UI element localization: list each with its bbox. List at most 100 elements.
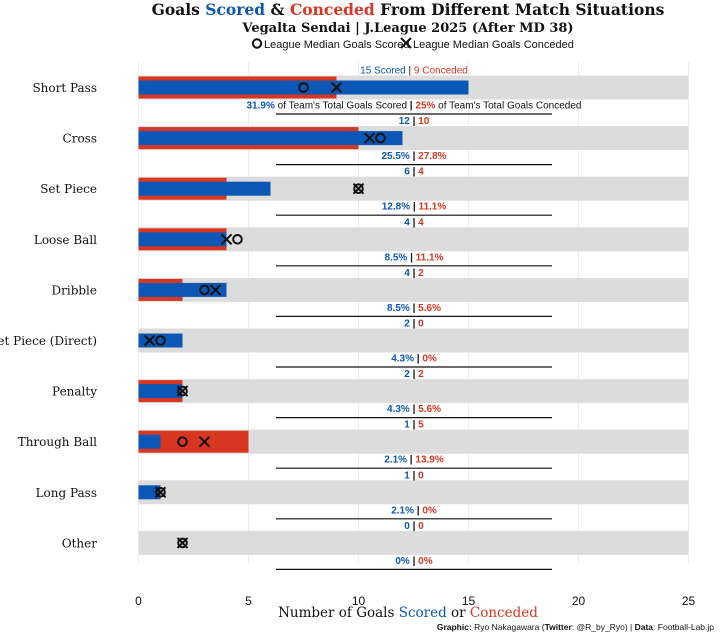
scored-count: 4 — [404, 268, 410, 279]
median-conceded-marker — [176, 537, 189, 549]
conceded-count: 0 — [418, 521, 424, 532]
conceded-percent: 11.1% — [418, 202, 446, 213]
legend-median-scored-marker — [251, 38, 263, 49]
count-separator: | — [410, 319, 418, 330]
x-tick-label: 15 — [462, 594, 476, 608]
conceded-percent: 11.1% — [416, 252, 444, 263]
chart-title: Goals Scored & Conceded From Different M… — [152, 0, 665, 19]
category-label: Through Ball — [18, 435, 97, 449]
conceded-count: 0 — [418, 319, 424, 330]
title-scored-word: Scored — [205, 0, 265, 19]
median-scored-marker — [177, 436, 188, 448]
median-conceded-stroke — [352, 182, 365, 195]
scored-bar — [138, 434, 161, 449]
median-conceded-stroke — [363, 132, 376, 144]
median-conceded-stroke — [209, 284, 222, 296]
title-amp: & — [265, 0, 290, 19]
count-separator: | — [410, 268, 418, 279]
goal-count-label: 1 | 0 — [404, 470, 424, 481]
category-label: Short Pass — [32, 81, 97, 95]
title-prefix: Goals — [152, 0, 206, 19]
conceded-percent: 0% — [422, 505, 437, 516]
count-separator: | — [410, 116, 418, 127]
category-label: Dribble — [52, 283, 98, 297]
median-scored-marker — [177, 385, 188, 397]
track-bar — [138, 328, 689, 353]
goal-count-label: 0 | 0 — [404, 521, 424, 532]
conceded-count: 9 — [414, 66, 420, 77]
scored-word: Scored — [371, 66, 405, 77]
percent-label: 8.5% | 11.1% — [385, 252, 444, 263]
median-scored-marker — [177, 537, 188, 549]
percent-separator: | — [407, 101, 415, 112]
percent-label: 0% | 0% — [395, 556, 432, 567]
count-separator: | — [406, 66, 414, 77]
conceded-word: Conceded — [419, 66, 467, 77]
category-label: Long Pass — [36, 486, 97, 500]
goal-count-label: 1 | 5 — [404, 420, 424, 431]
scored-percent: 0% — [395, 556, 410, 567]
chart-subtitle: Vegalta Sendai | J.League 2025 (After MD… — [241, 21, 573, 36]
conceded-count: 2 — [418, 268, 424, 279]
scored-percent: 12.8% — [382, 202, 410, 213]
scored-count: 12 — [399, 116, 411, 127]
x-axis-label-conceded: Conceded — [470, 605, 538, 621]
percent-label: 25.5% | 27.8% — [381, 151, 446, 162]
row-set-piece-direct: Set Piece (Direct) 2 | 0 4.3% | 0% — [0, 319, 689, 368]
median-conceded-stroke — [143, 334, 156, 347]
conceded-count: 2 — [418, 369, 424, 380]
goal-count-label: 2 | 0 — [404, 319, 424, 330]
median-conceded-marker — [330, 81, 343, 94]
median-conceded-marker — [220, 233, 233, 246]
median-conceded-marker — [352, 182, 365, 195]
percent-label: 4.3% | 5.6% — [387, 404, 441, 415]
scored-bar — [138, 485, 161, 500]
median-conceded-marker — [209, 284, 222, 296]
category-label: Set Piece (Direct) — [0, 334, 97, 348]
row-dribble: Dribble 4 | 2 8.5% | 5.6% — [52, 268, 689, 317]
percent-separator: | — [407, 252, 415, 263]
track-bar — [138, 277, 689, 302]
scored-bar — [138, 80, 469, 95]
median-scored-marker — [375, 132, 386, 144]
median-scored-marker — [353, 183, 364, 194]
percent-separator: | — [410, 556, 418, 567]
goal-count-label: 12 | 10 — [399, 116, 430, 127]
row-cross: Cross 12 | 10 25.5% | 27.8% — [63, 116, 689, 166]
goal-count-label: 6 | 4 — [404, 167, 424, 178]
goal-count-label: 2 | 2 — [404, 369, 424, 380]
median-conceded-marker — [176, 385, 189, 397]
conceded-count: 0 — [418, 470, 424, 481]
median-conceded-marker — [143, 334, 156, 347]
conceded-count: 4 — [418, 217, 424, 228]
title-suffix: From Different Match Situations — [375, 0, 665, 19]
median-scored-marker — [232, 234, 243, 245]
legend-median-conceded-marker — [400, 37, 412, 49]
category-label: Set Piece — [40, 182, 97, 196]
scored-percent-note: of Team's Total Goals Scored — [275, 101, 407, 112]
caption-twitter-handle: : @R_by_Ryo) | — [572, 622, 635, 632]
row-set-piece: Set Piece 6 | 4 12.8% | 11.1% — [40, 167, 689, 216]
percent-separator: | — [414, 354, 422, 365]
caption-data-source: : Football-Lab.jp — [653, 622, 714, 632]
scored-percent: 4.3% — [391, 354, 414, 365]
median-scored-marker — [155, 487, 166, 498]
conceded-percent: 0% — [418, 556, 433, 567]
count-separator: | — [410, 521, 418, 532]
conceded-count: 10 — [418, 116, 430, 127]
goal-count-label: 4 | 2 — [404, 268, 424, 279]
goal-count-label: 15 Scored | 9 Conceded — [360, 66, 468, 77]
median-conceded-marker — [363, 132, 376, 144]
scored-count: 1 — [404, 420, 410, 431]
x-axis: 0 5 10 15 20 25 — [135, 594, 695, 608]
percent-label: 8.5% | 5.6% — [387, 303, 441, 314]
x-axis-label-scored: Scored — [399, 605, 447, 621]
track-bar — [138, 530, 689, 555]
percent-label: 2.1% | 0% — [391, 505, 437, 516]
x-tick-label: 20 — [572, 594, 586, 608]
conceded-percent: 5.6% — [418, 404, 441, 415]
category-label: Other — [62, 536, 97, 550]
category-label: Penalty — [52, 385, 97, 399]
